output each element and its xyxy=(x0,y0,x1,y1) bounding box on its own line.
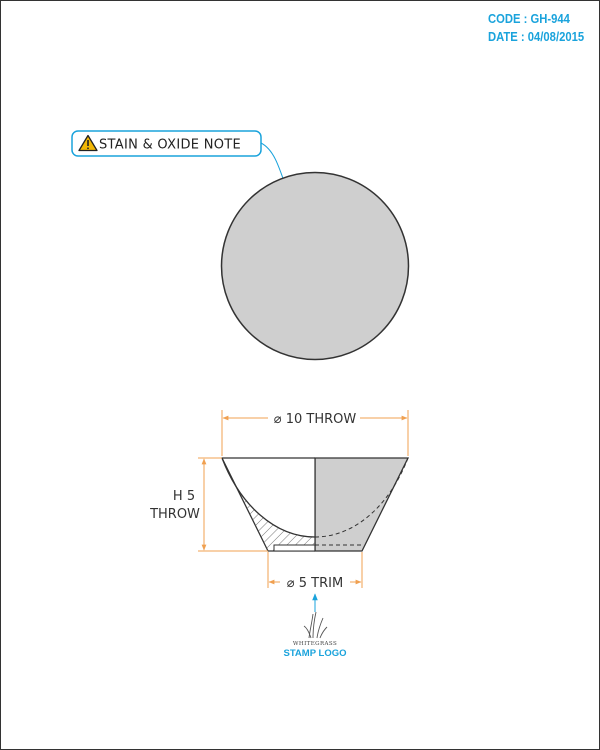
height-dimension: H 5 THROW xyxy=(149,457,268,552)
height-label-line1: H 5 xyxy=(173,489,195,504)
top-view-circle xyxy=(220,171,410,361)
title-block: CODE : GH-944 DATE : 04/08/2015 xyxy=(488,10,587,46)
top-diameter-label: ⌀ 10 THROW xyxy=(274,412,357,427)
bowl-section-view xyxy=(220,457,410,552)
bowl-right-half xyxy=(314,457,410,552)
inner-profile xyxy=(221,457,316,538)
bottom-diameter-label: ⌀ 5 TRIM xyxy=(287,576,343,591)
top-diameter-dimension: ⌀ 10 THROW xyxy=(221,409,409,456)
stamp-mark-text: WHITEGRASS xyxy=(293,641,337,647)
height-label-line2: THROW xyxy=(149,507,200,522)
stain-oxide-callout: STAIN & OXIDE NOTE xyxy=(71,130,290,197)
stamp-logo-label: STAMP LOGO xyxy=(284,648,347,659)
bottom-diameter-dimension: ⌀ 5 TRIM xyxy=(267,552,363,591)
date-label: DATE : 04/08/2015 xyxy=(488,30,585,44)
inner-profile-hidden xyxy=(314,457,409,538)
stamp-logo: WHITEGRASS STAMP LOGO xyxy=(284,611,347,659)
code-label: CODE : GH-944 xyxy=(488,12,570,26)
callout-text: STAIN & OXIDE NOTE xyxy=(99,138,241,153)
wall-hatch xyxy=(222,458,315,551)
grass-mark-icon xyxy=(303,611,328,639)
foot-recess xyxy=(273,544,316,552)
warning-triangle-icon xyxy=(78,134,98,152)
